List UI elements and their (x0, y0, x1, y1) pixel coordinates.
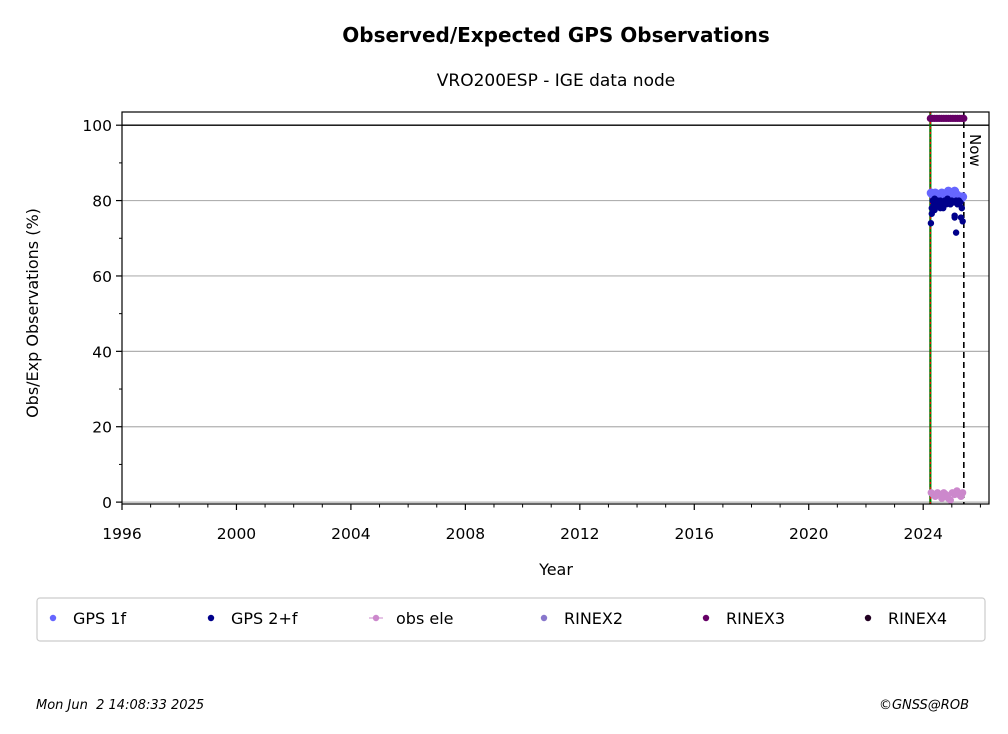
footer-credit: ©GNSS@ROB (879, 698, 969, 713)
gps-2f-point (957, 214, 965, 221)
legend-marker-obs-ele (372, 614, 380, 622)
legend-marker-rinex4 (864, 614, 872, 622)
obs-ele-point (959, 489, 967, 497)
chart-title: Observed/Expected GPS Observations (342, 23, 770, 47)
gps-2f-point (957, 199, 964, 206)
legend-marker-gps-1f (49, 614, 57, 622)
legend-marker-rinex3 (702, 614, 710, 622)
obs-ele-point (946, 496, 954, 504)
y-axis-label: Obs/Exp Observations (%) (23, 208, 42, 418)
x-tick-label: 2008 (446, 525, 485, 543)
x-axis-label: Year (538, 560, 573, 579)
footer-timestamp: Mon Jun 2 14:08:33 2025 (36, 698, 204, 713)
y-tick-label: 20 (92, 419, 112, 437)
x-tick-label: 2012 (560, 525, 599, 543)
data-points (926, 114, 968, 504)
legend-marker-rinex2 (540, 614, 548, 622)
legend-marker-gps-2f (207, 614, 215, 622)
gps-2f-point (927, 219, 935, 227)
y-axis: 0 20 40 60 80 100 (82, 117, 122, 512)
x-tick-label: 1996 (102, 525, 141, 543)
y-tick-label: 100 (82, 117, 112, 135)
reference-lines: Now (122, 112, 989, 504)
legend-label-gps-2f: GPS 2+f (231, 609, 298, 628)
y-tick-label: 0 (102, 494, 112, 512)
x-tick-label: 2020 (789, 525, 828, 543)
legend-label-obs-ele: obs ele (396, 609, 454, 628)
legend: GPS 1f GPS 2+f obs ele RINEX2 RINEX3 RINEX4 (36, 597, 986, 642)
x-tick-label: 2016 (675, 525, 714, 543)
x-tick-label: 2000 (217, 525, 256, 543)
legend-label-rinex2: RINEX2 (564, 609, 623, 628)
y-tick-label: 60 (92, 268, 112, 286)
plot-frame (121, 111, 990, 505)
y-tick-label: 80 (92, 193, 112, 211)
x-axis: 1996 2000 2004 2008 2012 2016 2020 2024 (102, 504, 981, 543)
legend-label-rinex4: RINEX4 (888, 609, 947, 628)
gps-2f-point (958, 204, 966, 212)
x-tick-label: 2004 (331, 525, 370, 543)
legend-frame (36, 597, 986, 642)
chart-subtitle: VRO200ESP - IGE data node (437, 71, 675, 91)
gps-2f-point (951, 214, 958, 221)
gps-2f-point (931, 206, 938, 214)
y-tick-label: 40 (92, 343, 112, 361)
now-label: Now (966, 134, 984, 167)
grid-lines (122, 199, 989, 503)
rinex3-point (960, 114, 968, 123)
legend-label-gps-1f: GPS 1f (73, 609, 126, 628)
gps-2f-point (952, 229, 960, 236)
gps-2f-point (937, 204, 944, 212)
x-tick-label: 2024 (903, 525, 942, 543)
legend-label-rinex3: RINEX3 (726, 609, 785, 628)
